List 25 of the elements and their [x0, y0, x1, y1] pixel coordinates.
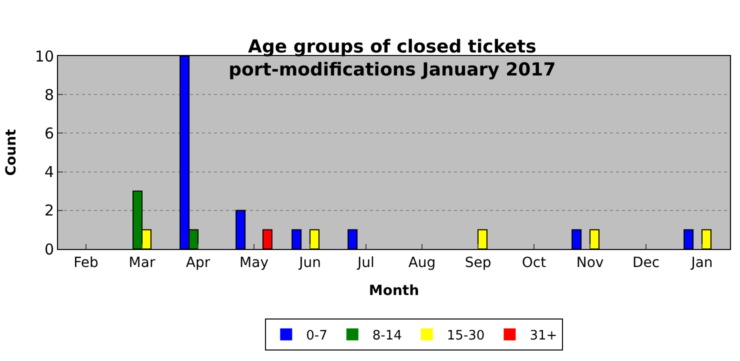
- x-tick-label: Dec: [632, 254, 660, 271]
- x-tick-label: Jul: [356, 254, 374, 271]
- y-tick-label: 6: [44, 124, 54, 142]
- legend-label: 15-30: [446, 328, 485, 344]
- x-tick-label: Nov: [576, 254, 604, 271]
- x-tick-label: Sep: [464, 254, 492, 271]
- legend-label: 31+: [530, 328, 558, 344]
- y-tick-label: 10: [34, 47, 54, 66]
- y-axis-title: Count: [4, 128, 20, 176]
- x-tick-label: Jun: [298, 254, 321, 271]
- y-tick-label: 4: [44, 163, 54, 182]
- legend-label: 0-7: [306, 328, 328, 344]
- y-tick-label: 0: [44, 240, 54, 258]
- x-tick-label: Mar: [128, 254, 156, 271]
- y-tick-label: 2: [44, 202, 54, 220]
- x-tick-label: Aug: [408, 254, 436, 271]
- x-tick-label: Jan: [690, 254, 713, 271]
- x-axis-title: Month: [368, 283, 420, 300]
- x-tick-label: Oct: [522, 254, 547, 271]
- x-tick-label: Feb: [74, 254, 98, 271]
- y-tick-label: 8: [44, 86, 54, 104]
- x-tick-label: Apr: [186, 254, 210, 271]
- x-tick-label: May: [240, 254, 268, 271]
- chart-title: Age groups of closed tickets port-modifications January 2017: [228, 36, 556, 81]
- legend-label: 8-14: [372, 328, 402, 344]
